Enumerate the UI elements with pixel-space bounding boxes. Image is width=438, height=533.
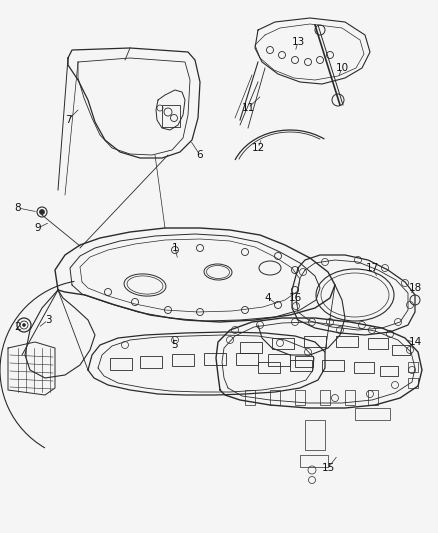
Text: 6: 6 (197, 150, 203, 160)
Circle shape (22, 324, 25, 327)
Bar (295, 356, 313, 367)
Text: 10: 10 (336, 63, 349, 73)
Bar (300, 455, 328, 467)
Bar (295, 390, 305, 405)
Bar (268, 354, 290, 366)
Bar (110, 358, 132, 370)
Text: 9: 9 (35, 223, 41, 233)
Bar (240, 342, 262, 353)
Bar (162, 105, 180, 127)
Bar (392, 345, 410, 355)
Bar (320, 390, 330, 405)
Bar (272, 338, 294, 349)
Bar (345, 390, 355, 405)
Text: 7: 7 (65, 115, 71, 125)
Text: 4: 4 (265, 293, 271, 303)
Bar (354, 362, 374, 373)
Bar (204, 353, 226, 365)
Bar (245, 390, 255, 405)
Bar (236, 353, 258, 365)
Bar (270, 390, 280, 405)
Bar (322, 360, 344, 371)
Bar (408, 378, 418, 388)
Bar (368, 390, 378, 405)
Bar (258, 362, 280, 373)
Bar (140, 356, 162, 368)
Text: 14: 14 (408, 337, 422, 347)
Bar (304, 336, 326, 347)
Bar (336, 336, 358, 347)
Text: 16: 16 (288, 293, 302, 303)
Text: 3: 3 (45, 315, 51, 325)
Bar (368, 338, 388, 349)
Text: 13: 13 (291, 37, 304, 47)
Text: 1: 1 (172, 243, 178, 253)
Text: 5: 5 (172, 340, 178, 350)
Bar (355, 408, 390, 420)
Bar (408, 362, 418, 372)
Bar (305, 420, 325, 450)
Bar (380, 366, 398, 376)
Text: 11: 11 (241, 103, 254, 113)
Text: 17: 17 (365, 263, 378, 273)
Text: 8: 8 (15, 203, 21, 213)
Text: 12: 12 (251, 143, 265, 153)
Bar (172, 354, 194, 366)
Text: 18: 18 (408, 283, 422, 293)
Text: 15: 15 (321, 463, 335, 473)
Circle shape (39, 209, 45, 214)
Text: 2: 2 (15, 322, 21, 332)
Bar (290, 360, 312, 371)
